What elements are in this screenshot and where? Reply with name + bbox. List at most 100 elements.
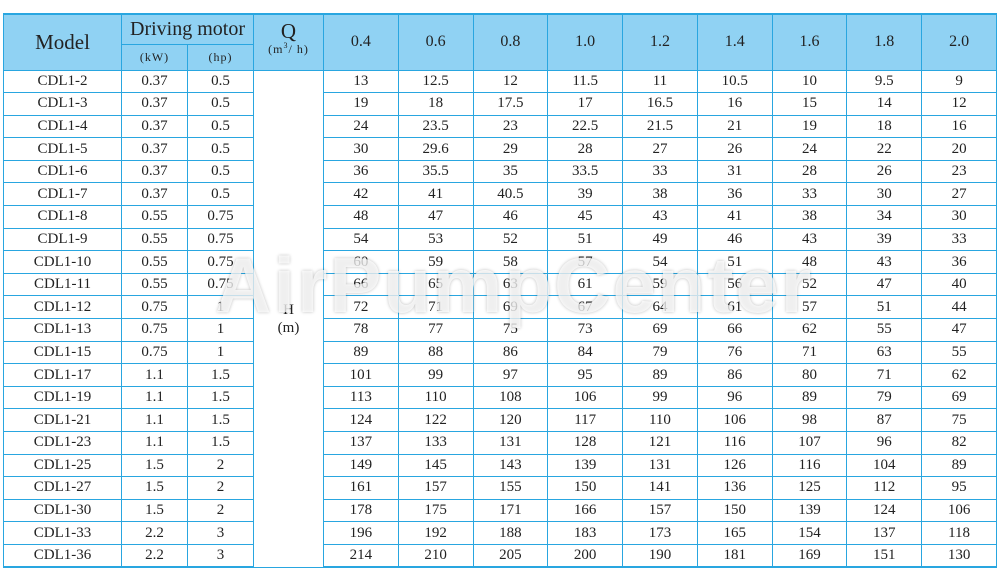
- head-value-cell: 33: [921, 227, 997, 252]
- head-value-cell: 9.5: [846, 69, 923, 94]
- model-cell: CDL1-21: [3, 408, 122, 432]
- head-value-cell: 110: [397, 385, 474, 410]
- head-value-cell: 22: [846, 137, 923, 161]
- head-value-cell: 63: [472, 272, 549, 297]
- head-value-cell: 150: [547, 476, 624, 500]
- head-value-cell: 117: [547, 408, 624, 432]
- flow-col-1.2: 1.2: [622, 13, 698, 71]
- head-value-cell: 89: [323, 340, 399, 365]
- head-value-cell: 116: [771, 453, 848, 478]
- head-value-cell: 12.5: [397, 69, 474, 94]
- head-value-cell: 205: [472, 543, 549, 569]
- head-unit: (m): [277, 319, 300, 336]
- head-value-cell: 116: [696, 431, 773, 455]
- table-row: CDL1-21 1.1 1.5 124 122 120 117 110 106 98 87 75: [3, 408, 997, 432]
- head-value-cell: 16: [696, 92, 773, 116]
- head-value-cell: 196: [323, 521, 399, 545]
- head-value-cell: 33.5: [547, 159, 624, 184]
- head-value-cell: 22.5: [547, 114, 624, 139]
- head-value-cell: 154: [771, 521, 848, 545]
- table-row: CDL1-11 0.55 0.75 66 65 63 61 59 56 52 47 40: [3, 272, 997, 297]
- kw-cell: 1.1: [121, 408, 188, 432]
- head-value-cell: 49: [622, 227, 698, 252]
- head-value-cell: 124: [323, 408, 399, 432]
- head-value-cell: 89: [921, 453, 997, 478]
- table-row: CDL1-27 1.5 2 161 157 155 150 141 136 125 112 95: [3, 476, 997, 500]
- hp-cell: 0.5: [187, 137, 254, 161]
- head-value-cell: 43: [846, 250, 923, 274]
- head-value-cell: 43: [771, 227, 848, 252]
- hp-header: (hp): [187, 43, 254, 71]
- head-value-cell: 79: [622, 340, 698, 365]
- kw-cell: 1.1: [121, 385, 188, 410]
- head-value-cell: 45: [547, 205, 624, 229]
- head-value-cell: 75: [921, 408, 997, 432]
- head-value-cell: 141: [622, 476, 698, 500]
- head-value-cell: 71: [397, 295, 474, 320]
- hp-cell: 0.5: [187, 114, 254, 139]
- head-value-cell: 38: [771, 205, 848, 229]
- head-value-cell: 86: [696, 363, 773, 387]
- model-cell: CDL1-2: [3, 69, 122, 94]
- head-value-cell: 77: [397, 318, 474, 342]
- table-row: CDL1-15 0.75 1 89 88 86 84 79 76 71 63 55: [3, 340, 997, 365]
- head-value-cell: 61: [547, 272, 624, 297]
- hp-cell: 3: [187, 543, 254, 569]
- head-value-cell: 131: [472, 431, 549, 455]
- head-value-cell: 155: [472, 476, 549, 500]
- head-value-cell: 124: [846, 498, 923, 523]
- head-value-cell: 57: [771, 295, 848, 320]
- head-value-cell: 137: [846, 521, 923, 545]
- head-value-cell: 17: [547, 92, 624, 116]
- head-value-cell: 165: [696, 521, 773, 545]
- head-value-cell: 14: [846, 92, 923, 116]
- table-row: CDL1-36 2.2 3 214 210 205 200 190 181 169 151 130: [3, 543, 997, 569]
- hp-cell: 0.75: [187, 227, 254, 252]
- kw-cell: 1.1: [121, 363, 188, 387]
- head-value-cell: 200: [547, 543, 624, 569]
- head-value-cell: 130: [921, 543, 997, 569]
- head-value-cell: 118: [921, 521, 997, 545]
- head-value-cell: 139: [547, 453, 624, 478]
- head-value-cell: 145: [397, 453, 474, 478]
- head-value-cell: 99: [622, 385, 698, 410]
- head-value-cell: 46: [696, 227, 773, 252]
- hp-cell: 0.75: [187, 205, 254, 229]
- head-value-cell: 42: [323, 182, 399, 207]
- head-value-cell: 65: [397, 272, 474, 297]
- head-value-cell: 56: [696, 272, 773, 297]
- head-value-cell: 166: [547, 498, 624, 523]
- head-value-cell: 59: [397, 250, 474, 274]
- head-value-cell: 19: [771, 114, 848, 139]
- head-value-cell: 44: [921, 295, 997, 320]
- model-cell: CDL1-7: [3, 182, 122, 207]
- head-value-cell: 24: [771, 137, 848, 161]
- flow-col-1.6: 1.6: [771, 13, 848, 71]
- head-value-cell: 178: [323, 498, 399, 523]
- head-label-cell: H (m): [253, 69, 324, 568]
- head-value-cell: 58: [472, 250, 549, 274]
- kw-cell: 0.37: [121, 137, 188, 161]
- kw-cell: 1.5: [121, 476, 188, 500]
- head-value-cell: 96: [696, 385, 773, 410]
- head-value-cell: 88: [397, 340, 474, 365]
- head-value-cell: 54: [622, 250, 698, 274]
- model-cell: CDL1-17: [3, 363, 122, 387]
- table-row: CDL1-9 0.55 0.75 54 53 52 51 49 46 43 39 33: [3, 227, 997, 252]
- head-value-cell: 51: [846, 295, 923, 320]
- model-cell: CDL1-5: [3, 137, 122, 161]
- kw-cell: 0.55: [121, 205, 188, 229]
- head-value-cell: 47: [846, 272, 923, 297]
- head-value-cell: 87: [846, 408, 923, 432]
- model-cell: CDL1-23: [3, 431, 122, 455]
- head-value-cell: 17.5: [472, 92, 549, 116]
- head-value-cell: 69: [921, 385, 997, 410]
- head-value-cell: 69: [622, 318, 698, 342]
- head-value-cell: 62: [771, 318, 848, 342]
- model-cell: CDL1-19: [3, 385, 122, 410]
- head-value-cell: 30: [921, 205, 997, 229]
- head-value-cell: 66: [696, 318, 773, 342]
- head-value-cell: 107: [771, 431, 848, 455]
- table-row: CDL1-2 0.37 0.5 H (m) 13 12.5 12 11.5 11 10.5 10 9.5…: [3, 69, 997, 568]
- head-value-cell: 30: [846, 182, 923, 207]
